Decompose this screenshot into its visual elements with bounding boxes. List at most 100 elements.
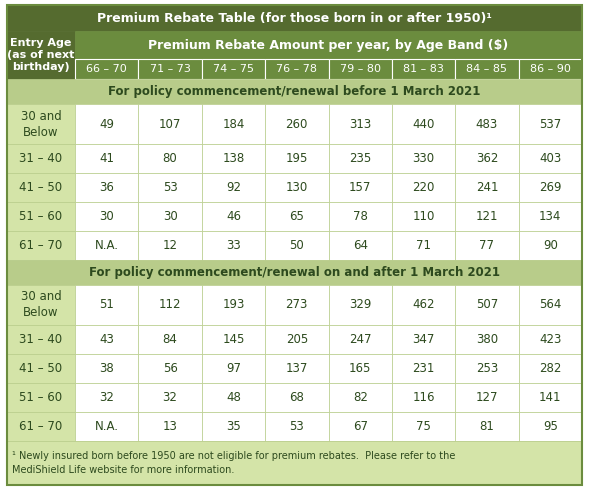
Text: 362: 362 [476,152,498,165]
Text: 71 – 73: 71 – 73 [150,64,190,74]
Bar [519,383,582,412]
Text: 51 – 60: 51 – 60 [19,391,62,404]
Bar [455,383,519,412]
Text: 61 – 70: 61 – 70 [19,239,62,252]
Bar [7,5,582,31]
Text: 76 – 78: 76 – 78 [276,64,317,74]
Bar [138,325,202,354]
Text: 157: 157 [349,181,372,194]
Bar [519,59,582,79]
Bar [329,354,392,383]
Bar [75,383,138,412]
Bar [7,383,75,412]
Bar [202,59,265,79]
Text: 74 – 75: 74 – 75 [213,64,254,74]
Text: 68: 68 [289,391,305,404]
Text: 51: 51 [100,298,114,312]
Bar [75,325,138,354]
Text: 77: 77 [479,239,494,252]
Text: 61 – 70: 61 – 70 [19,420,62,433]
Text: 247: 247 [349,333,372,346]
Text: 53: 53 [163,181,177,194]
Bar [7,173,75,202]
Bar [455,144,519,173]
Text: 67: 67 [353,420,368,433]
Text: 507: 507 [476,298,498,312]
Text: 313: 313 [349,118,371,130]
Bar [202,383,265,412]
Text: 537: 537 [539,118,561,130]
Text: 46: 46 [226,210,241,223]
Text: Premium Rebate Amount per year, by Age Band ($): Premium Rebate Amount per year, by Age B… [148,39,509,51]
Text: N.A.: N.A. [95,420,119,433]
Bar [265,354,329,383]
Text: 84: 84 [163,333,177,346]
Bar [202,231,265,260]
Text: 41 – 50: 41 – 50 [19,362,62,375]
Bar [75,285,138,325]
Text: 41: 41 [99,152,114,165]
Bar [7,285,75,325]
Text: 141: 141 [539,391,561,404]
Bar [392,202,455,231]
Text: 31 – 40: 31 – 40 [19,333,62,346]
Text: 440: 440 [412,118,435,130]
Text: 134: 134 [539,210,561,223]
Bar [265,144,329,173]
Text: 81 – 83: 81 – 83 [403,64,444,74]
Bar [7,104,75,144]
Text: 462: 462 [412,298,435,312]
Bar [392,231,455,260]
Text: 329: 329 [349,298,372,312]
Text: 66 – 70: 66 – 70 [87,64,127,74]
Text: 97: 97 [226,362,241,375]
Text: 82: 82 [353,391,368,404]
Text: 195: 195 [286,152,308,165]
Text: 137: 137 [286,362,308,375]
Bar [329,285,392,325]
Text: 13: 13 [163,420,177,433]
Text: 127: 127 [476,391,498,404]
Text: 75: 75 [416,420,431,433]
Bar [265,104,329,144]
Bar [202,325,265,354]
Text: 112: 112 [159,298,181,312]
Text: 30 and
Below: 30 and Below [21,290,61,320]
Bar [75,59,138,79]
Text: 84 – 85: 84 – 85 [466,64,508,74]
Bar [138,285,202,325]
Bar [138,104,202,144]
Bar [7,202,75,231]
Bar [75,104,138,144]
Bar [75,144,138,173]
Bar [329,325,392,354]
Bar [455,354,519,383]
Bar [7,79,582,104]
Text: 65: 65 [289,210,305,223]
Text: 49: 49 [99,118,114,130]
Text: 33: 33 [226,239,241,252]
Text: 43: 43 [100,333,114,346]
Text: 30: 30 [163,210,177,223]
Text: 184: 184 [222,118,244,130]
Text: 56: 56 [163,362,177,375]
Text: 64: 64 [353,239,368,252]
Bar [519,354,582,383]
Bar [329,59,392,79]
Bar [202,285,265,325]
Text: 330: 330 [412,152,435,165]
Text: 53: 53 [289,420,304,433]
Text: 273: 273 [286,298,308,312]
Bar [455,202,519,231]
Bar [202,202,265,231]
Text: 51 – 60: 51 – 60 [19,210,62,223]
Text: 282: 282 [539,362,561,375]
Bar [202,144,265,173]
Bar [392,59,455,79]
Text: 241: 241 [476,181,498,194]
Text: 80: 80 [163,152,177,165]
Text: 564: 564 [539,298,561,312]
Bar [202,354,265,383]
Text: 48: 48 [226,391,241,404]
Text: 78: 78 [353,210,368,223]
